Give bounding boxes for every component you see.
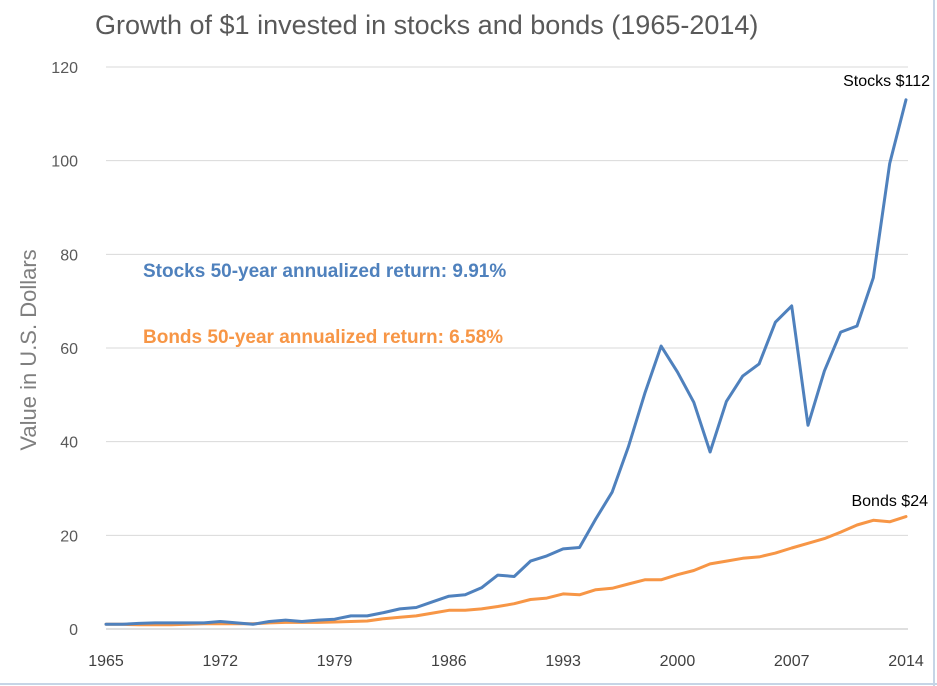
y-tick-label: 100 [51, 154, 78, 171]
y-tick-label: 60 [60, 341, 78, 358]
series-lines [104, 98, 908, 627]
y-tick-label: 80 [60, 247, 78, 264]
x-tick-label: 1979 [317, 653, 353, 670]
stocks-return-annotation: Stocks 50-year annualized return: 9.91% [143, 261, 506, 282]
stocks-series-line [104, 98, 908, 626]
gridlines [106, 66, 908, 630]
bonds-series-line [104, 515, 908, 627]
y-tick-label: 0 [69, 622, 78, 639]
bonds-return-annotation: Bonds 50-year annualized return: 6.58% [143, 327, 503, 348]
y-tick-label: 120 [51, 60, 78, 77]
y-tick-label: 20 [60, 528, 78, 545]
x-axis-ticks: 1965 1972 1979 1986 1993 2000 2007 2014 [88, 653, 924, 670]
y-axis-label: Value in U.S. Dollars [16, 249, 41, 450]
chart-title: Growth of $1 invested in stocks and bond… [95, 10, 758, 40]
x-tick-label: 2000 [660, 653, 696, 670]
bonds-end-label: Bonds $24 [851, 493, 928, 510]
x-tick-label: 2007 [774, 653, 810, 670]
x-tick-label: 1993 [545, 653, 581, 670]
y-axis-ticks: 0 20 40 60 80 100 120 [51, 60, 78, 639]
stocks-end-label: Stocks $112 [843, 73, 930, 90]
y-tick-label: 40 [60, 435, 78, 452]
x-tick-label: 1986 [431, 653, 467, 670]
x-tick-label: 2014 [888, 653, 924, 670]
x-tick-label: 1965 [88, 653, 124, 670]
x-tick-label: 1972 [202, 653, 238, 670]
